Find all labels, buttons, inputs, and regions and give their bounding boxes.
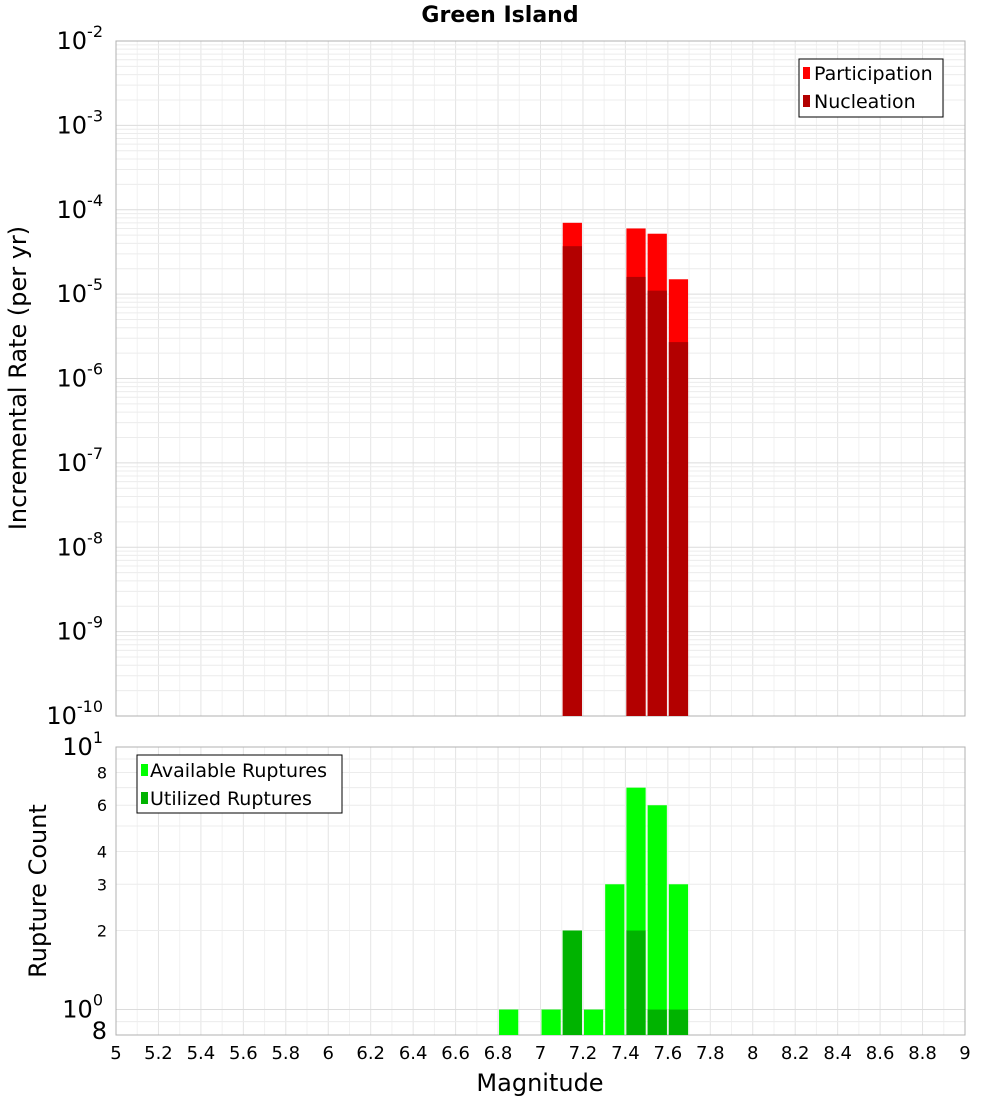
x-tick-label: 7.2 — [569, 1043, 598, 1064]
x-tick-label: 6.2 — [356, 1043, 385, 1064]
legend-label-participation: Participation — [814, 63, 933, 85]
legend-swatch-utilized-ruptures — [141, 792, 148, 804]
bottom-bars — [499, 787, 689, 1035]
bottom-plot-frame — [115, 746, 966, 1036]
bottom-bar-utilized-ruptures — [626, 930, 646, 1035]
top-plot-frame — [115, 40, 966, 717]
top-y-axis-label: Incremental Rate (per yr) — [4, 226, 32, 530]
bottom-legend: Available Ruptures Utilized Ruptures — [136, 754, 343, 814]
x-tick-label: 5.2 — [144, 1043, 173, 1064]
bottom-bar-available-ruptures — [583, 1009, 604, 1035]
top-y-tick-label: 10-6 — [57, 360, 104, 393]
x-tick-label: 7.8 — [696, 1043, 725, 1064]
bottom-y-axis-label: Rupture Count — [24, 804, 52, 978]
top-y-tick-labels: 10-2 10-3 10-4 10-5 10-6 10-7 10-8 10-9 10-10 — [46, 22, 103, 730]
x-tick-label: 5.6 — [229, 1043, 258, 1064]
bottom-y-tick-label: 101 — [62, 728, 103, 761]
legend-swatch-participation — [803, 67, 810, 79]
x-tick-label: 6.4 — [399, 1043, 428, 1064]
x-tick-labels: 5 5.2 5.4 5.6 5.8 6 6.2 6.4 6.6 6.8 7 7.2 7.4 7.6 7.8 8… — [110, 1043, 970, 1064]
x-tick-label: 8 — [747, 1043, 758, 1064]
top-y-tick-label: 10-3 — [57, 106, 104, 139]
x-tick-label: 8.8 — [908, 1043, 937, 1064]
bottom-y-tick-label: 100 — [62, 991, 103, 1024]
x-tick-label: 6.6 — [441, 1043, 470, 1064]
bottom-y-minor-tick-label: 8 — [92, 1017, 107, 1045]
top-bars — [562, 222, 689, 716]
bottom-bar-available-ruptures — [605, 884, 625, 1035]
bottom-y-minor-tick-label: 6 — [97, 796, 107, 815]
top-legend: Participation Nucleation — [798, 58, 944, 118]
top-legend-box — [798, 58, 944, 118]
x-tick-label: 5.4 — [187, 1043, 216, 1064]
bottom-bar-available-ruptures — [647, 805, 667, 1035]
top-y-tick-label: 10-9 — [57, 613, 104, 646]
chart-title: Green Island — [421, 3, 578, 28]
legend-label-available-ruptures: Available Ruptures — [150, 760, 327, 782]
legend-label-utilized-ruptures: Utilized Ruptures — [150, 788, 312, 810]
bottom-bar-utilized-ruptures — [668, 1009, 689, 1035]
top-y-tick-label: 10-4 — [57, 191, 104, 224]
x-tick-label: 9 — [959, 1043, 970, 1064]
bottom-y-minor-tick-label: 8 — [97, 763, 107, 782]
legend-swatch-available-ruptures — [141, 764, 148, 776]
x-tick-label: 7.4 — [611, 1043, 640, 1064]
top-bar-nucleation — [562, 246, 582, 716]
x-tick-label: 5 — [110, 1043, 121, 1064]
x-tick-label: 7 — [535, 1043, 546, 1064]
top-y-tick-label: 10-8 — [57, 528, 104, 561]
top-y-tick-label: 10-2 — [57, 22, 104, 55]
top-y-tick-label: 10-5 — [57, 275, 104, 308]
top-bar-nucleation — [647, 290, 667, 716]
bottom-y-minor-tick-label: 3 — [97, 875, 107, 894]
top-grid — [115, 41, 966, 717]
bottom-bar-utilized-ruptures — [647, 1009, 667, 1035]
bottom-y-minor-tick-label: 2 — [97, 922, 107, 941]
legend-swatch-nucleation — [803, 95, 810, 107]
top-y-tick-label: 10-10 — [46, 697, 103, 730]
x-tick-label: 6.8 — [484, 1043, 513, 1064]
x-axis-label: Magnitude — [476, 1069, 603, 1097]
x-tick-label: 6 — [323, 1043, 334, 1064]
bottom-bar-available-ruptures — [499, 1009, 519, 1035]
bottom-bar-utilized-ruptures — [562, 930, 582, 1035]
bottom-bar-available-ruptures — [668, 884, 689, 1035]
x-tick-label: 8.6 — [866, 1043, 895, 1064]
top-bar-nucleation — [668, 342, 689, 716]
x-tick-label: 7.6 — [654, 1043, 683, 1064]
legend-label-nucleation: Nucleation — [814, 91, 916, 113]
top-bar-nucleation — [626, 276, 646, 716]
bottom-legend-box — [136, 754, 343, 814]
x-tick-label: 8.2 — [781, 1043, 810, 1064]
bottom-bar-available-ruptures — [541, 1009, 561, 1035]
x-tick-label: 8.4 — [823, 1043, 852, 1064]
x-tick-label: 5.8 — [271, 1043, 300, 1064]
top-y-tick-label: 10-7 — [57, 444, 104, 477]
bottom-y-minor-tick-label: 4 — [97, 842, 107, 861]
